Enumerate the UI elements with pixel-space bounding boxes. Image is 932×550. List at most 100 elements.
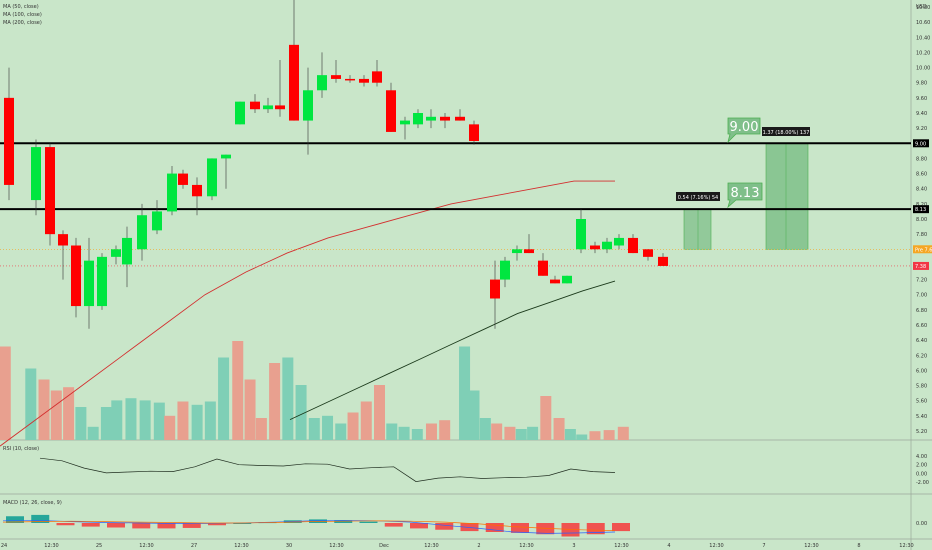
volume-bar — [0, 346, 11, 440]
volume-bar — [63, 387, 75, 440]
candle[interactable] — [97, 253, 107, 310]
volume-bar — [139, 400, 151, 440]
target-label-9[interactable]: 9.00 — [727, 117, 761, 144]
legend-rsi[interactable]: RSI (10, close) — [3, 446, 39, 452]
candle[interactable] — [500, 256, 510, 288]
candle[interactable] — [303, 67, 313, 155]
macd-histogram-bar — [107, 523, 125, 528]
candle[interactable] — [31, 139, 41, 216]
candle[interactable] — [317, 52, 327, 98]
macd-histogram-bar — [31, 514, 50, 523]
candle-body — [152, 211, 162, 231]
candle[interactable] — [250, 94, 260, 113]
candle-body — [490, 279, 500, 299]
volume-bar — [75, 407, 87, 440]
price-tick-label: 9.80 — [916, 81, 927, 87]
candle-body — [71, 245, 81, 307]
macd-histogram-bar — [132, 523, 151, 529]
candle[interactable] — [614, 234, 624, 250]
candle[interactable] — [628, 234, 638, 254]
candle[interactable] — [372, 60, 382, 87]
candle[interactable] — [192, 177, 202, 216]
legend-macd[interactable]: MACD (12, 26, close, 9) — [3, 500, 62, 506]
target-info-9: 1.37 (18.00%) 137 — [762, 127, 810, 136]
candle-body — [524, 249, 534, 254]
candle[interactable] — [235, 101, 245, 125]
candle[interactable] — [207, 158, 217, 201]
candle-body — [614, 237, 624, 246]
candle-body — [628, 237, 638, 254]
legend-ma200[interactable]: MA (200, close) — [3, 20, 42, 26]
candle[interactable] — [576, 209, 586, 254]
candle-body — [4, 97, 14, 185]
time-axis[interactable]: 24 12:30 25 12:30 27 12:30 30 12:30 Dec 12:30 2 12:… — [1, 543, 914, 549]
candle[interactable] — [71, 237, 81, 318]
volume-bar — [232, 341, 244, 440]
candle[interactable] — [111, 245, 121, 265]
macd-histogram-bar — [56, 523, 75, 526]
candle-body — [512, 249, 522, 254]
candle[interactable] — [152, 200, 162, 235]
legend-ma100[interactable]: MA (100, close) — [3, 12, 42, 18]
candle[interactable] — [512, 245, 522, 261]
candle[interactable] — [524, 234, 534, 254]
macd-histogram-bar — [233, 523, 252, 524]
volume-bar — [50, 390, 62, 440]
price-tick-label: 9.60 — [916, 96, 927, 102]
candle[interactable] — [643, 249, 653, 261]
volume-bar — [204, 401, 216, 440]
candle[interactable] — [331, 60, 341, 83]
candle[interactable] — [122, 226, 132, 288]
candle[interactable] — [386, 82, 396, 132]
candle[interactable] — [602, 237, 612, 254]
candle[interactable] — [289, 0, 299, 121]
price-tick-label: 5.40 — [916, 414, 927, 420]
ma-dark-line — [289, 280, 616, 421]
macd-histogram-bar — [359, 521, 378, 523]
candle[interactable] — [490, 260, 500, 329]
time-axis-label: 12:30 — [709, 543, 723, 549]
candle[interactable] — [440, 113, 450, 129]
candle[interactable] — [84, 237, 94, 329]
price-axis[interactable]: 10.80 10.60 10.40 10.20 10.00 9.80 9.60 9.40 9.2… — [913, 5, 932, 435]
target-box-9[interactable] — [765, 142, 809, 250]
candle-body — [658, 256, 668, 266]
candle[interactable] — [4, 67, 14, 201]
macd-histogram-bar — [81, 523, 100, 527]
target-label-813[interactable]: 8.13 — [727, 182, 763, 209]
candle[interactable] — [413, 109, 423, 129]
candle[interactable] — [178, 169, 188, 189]
candle[interactable] — [45, 143, 55, 246]
volume-bar — [398, 426, 410, 440]
candle[interactable] — [359, 75, 369, 87]
price-tag-box — [913, 139, 929, 148]
volume-bar — [468, 390, 480, 440]
candle[interactable] — [345, 75, 355, 83]
volume-bar — [491, 423, 503, 440]
candle[interactable] — [550, 275, 560, 284]
price-tick-label: 7.80 — [916, 232, 927, 238]
candle[interactable] — [400, 116, 410, 140]
candle[interactable] — [221, 154, 231, 189]
volume-bar — [295, 385, 307, 440]
price-tick-label: 9.40 — [916, 111, 927, 117]
candle[interactable] — [167, 166, 177, 216]
legend-ma50[interactable]: MA (50, close) — [3, 4, 39, 10]
candle[interactable] — [263, 97, 273, 113]
target-box-813[interactable] — [683, 208, 712, 250]
candle[interactable] — [137, 203, 147, 261]
candle-body — [221, 154, 231, 159]
candle[interactable] — [658, 253, 668, 266]
candle[interactable] — [562, 275, 572, 284]
candle[interactable] — [58, 230, 68, 280]
candle-body — [84, 260, 94, 307]
candle[interactable] — [455, 109, 465, 121]
candle[interactable] — [469, 120, 479, 145]
volume-bar — [553, 418, 565, 440]
candle[interactable] — [538, 253, 548, 276]
candle[interactable] — [590, 241, 600, 254]
candle-body — [122, 237, 132, 265]
candle[interactable] — [426, 109, 436, 129]
candle[interactable] — [275, 60, 285, 117]
